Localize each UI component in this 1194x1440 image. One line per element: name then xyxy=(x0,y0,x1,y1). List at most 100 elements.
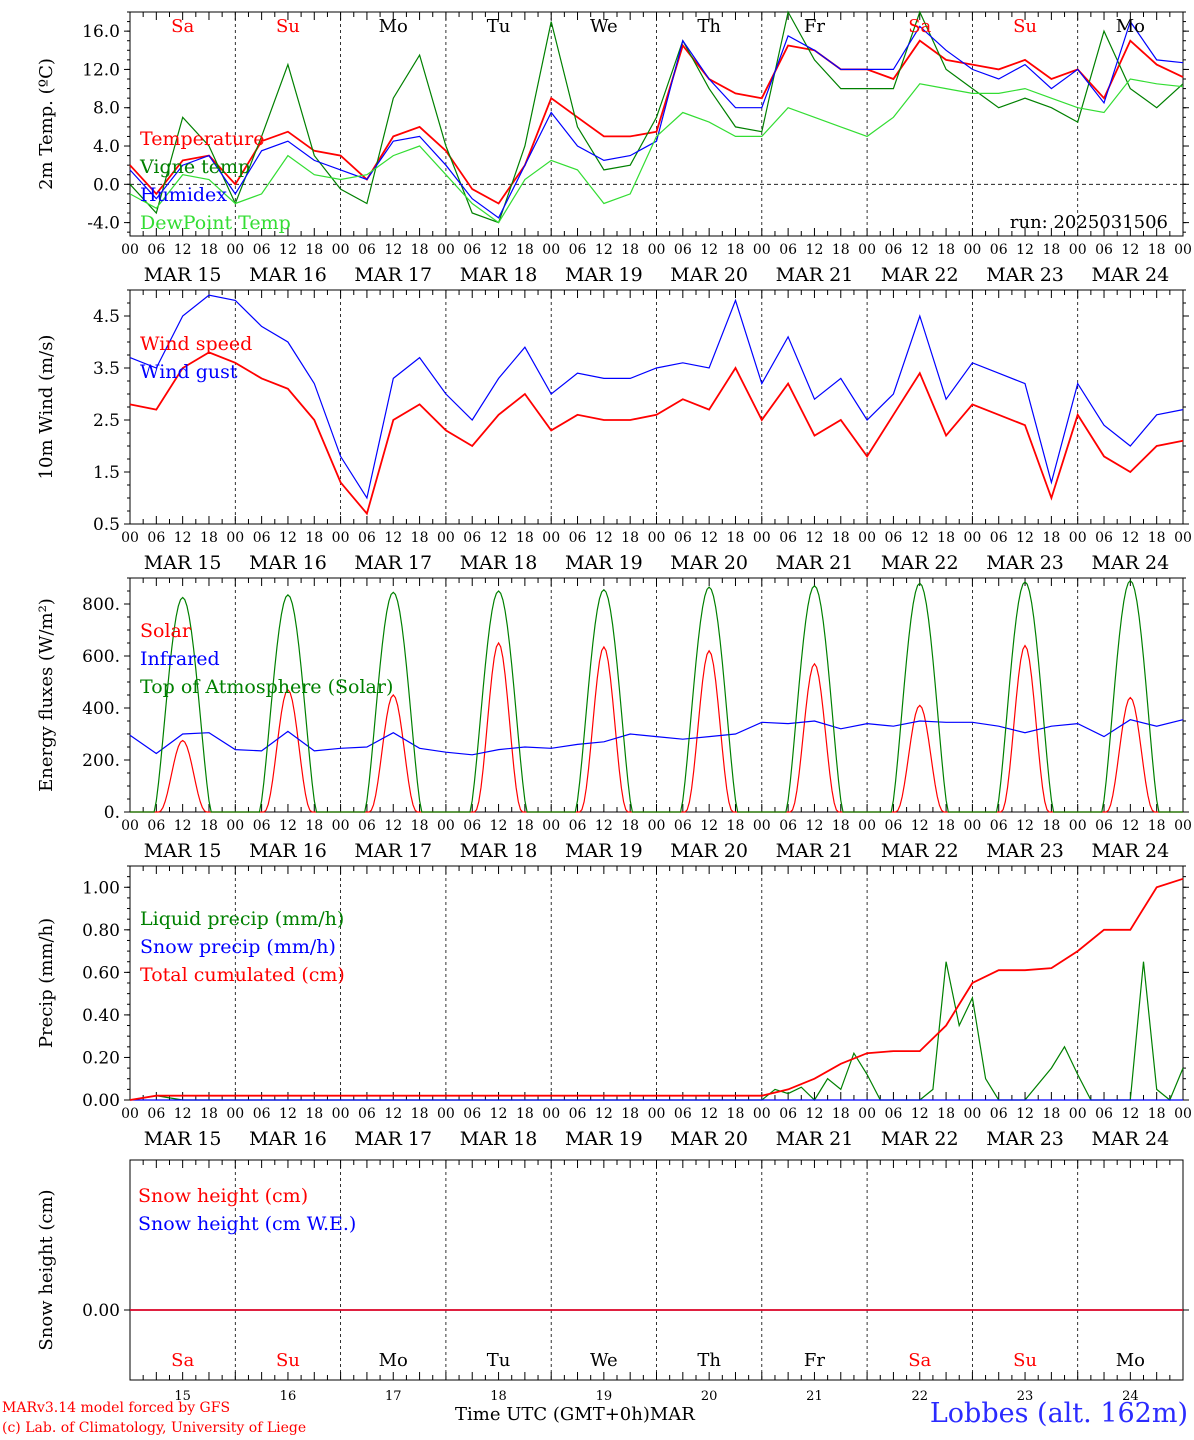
hour-tick-label: 18 xyxy=(305,1106,323,1122)
series-line-infrared xyxy=(129,719,1184,756)
date-label: MAR 19 xyxy=(565,552,643,574)
hour-tick-label: 00 xyxy=(332,818,350,834)
day-of-week-label: Fr xyxy=(804,16,825,37)
hour-tick-label: 12 xyxy=(1121,1106,1139,1122)
legend-entry: DewPoint Temp xyxy=(140,212,291,234)
hour-tick-label: 12 xyxy=(700,242,718,258)
hour-tick-label: 18 xyxy=(1148,530,1166,546)
series-line-temperature xyxy=(129,39,1184,205)
hour-tick-label: 00 xyxy=(332,1106,350,1122)
y-tick-label: -4.0 xyxy=(87,214,120,234)
y-axis-label: Precip (mm/h) xyxy=(36,918,57,1048)
date-label: MAR 20 xyxy=(670,1128,748,1150)
series-line-dewpoint-temp xyxy=(129,78,1184,224)
hour-tick-label: 18 xyxy=(832,818,850,834)
day-of-week-label: Su xyxy=(276,1350,300,1371)
hour-tick-label: 06 xyxy=(147,530,165,546)
date-label: MAR 22 xyxy=(881,840,959,862)
hour-tick-label: 18 xyxy=(200,242,218,258)
hour-tick-label: 06 xyxy=(779,1106,797,1122)
hour-tick-label: 06 xyxy=(569,242,587,258)
hour-tick-label: 00 xyxy=(648,818,666,834)
day-of-week-label: We xyxy=(590,1350,618,1371)
hour-tick-label: 00 xyxy=(121,530,139,546)
hour-tick-label: 00 xyxy=(1069,530,1087,546)
hour-tick-label: 06 xyxy=(463,530,481,546)
hour-tick-label: 00 xyxy=(753,530,771,546)
y-tick-label: 0.00 xyxy=(82,1091,120,1111)
panel-frame xyxy=(129,11,1184,237)
hour-tick-label: 18 xyxy=(727,818,745,834)
hour-tick-label: 06 xyxy=(990,1106,1008,1122)
hour-tick-label: 00 xyxy=(1174,1106,1192,1122)
date-label: MAR 17 xyxy=(354,552,432,574)
date-number-label: 16 xyxy=(280,1389,297,1404)
hour-tick-label: 00 xyxy=(648,530,666,546)
hour-tick-label: 06 xyxy=(358,818,376,834)
hour-tick-label: 12 xyxy=(700,818,718,834)
hour-tick-label: 18 xyxy=(305,818,323,834)
hour-tick-label: 00 xyxy=(648,242,666,258)
hour-tick-label: 06 xyxy=(253,242,271,258)
y-tick-label: 8.0 xyxy=(93,99,120,119)
date-label: MAR 23 xyxy=(986,552,1064,574)
day-of-week-label: Tu xyxy=(487,16,511,37)
day-of-week-label: Th xyxy=(697,1350,721,1371)
hour-tick-label: 18 xyxy=(937,1106,955,1122)
date-label: MAR 22 xyxy=(881,1128,959,1150)
date-label: MAR 19 xyxy=(565,840,643,862)
date-number-label: 23 xyxy=(1017,1389,1034,1404)
hour-tick-label: 00 xyxy=(1174,530,1192,546)
hour-tick-label: 12 xyxy=(806,530,824,546)
hour-tick-label: 12 xyxy=(490,242,508,258)
hour-tick-label: 12 xyxy=(174,242,192,258)
legend-entry: Wind speed xyxy=(140,333,252,355)
hour-tick-label: 06 xyxy=(885,818,903,834)
date-label: MAR 18 xyxy=(460,840,538,862)
hour-tick-label: 18 xyxy=(621,530,639,546)
y-tick-label: 0. xyxy=(104,803,120,823)
hour-tick-label: 18 xyxy=(937,818,955,834)
hour-tick-label: 06 xyxy=(358,242,376,258)
hour-tick-label: 12 xyxy=(490,530,508,546)
run-annotation: run: 2025031506 xyxy=(1010,212,1168,233)
hour-tick-label: 12 xyxy=(384,818,402,834)
hour-tick-label: 06 xyxy=(674,818,692,834)
hour-tick-label: 12 xyxy=(806,242,824,258)
date-label: MAR 24 xyxy=(1091,1128,1169,1150)
hour-tick-label: 06 xyxy=(990,818,1008,834)
y-tick-label: 200. xyxy=(82,751,120,771)
hour-tick-label: 18 xyxy=(516,818,534,834)
date-label: MAR 21 xyxy=(776,264,854,286)
y-tick-label: 0.60 xyxy=(82,963,120,983)
hour-tick-label: 00 xyxy=(1069,818,1087,834)
hour-tick-label: 06 xyxy=(569,818,587,834)
date-label: MAR 21 xyxy=(776,840,854,862)
hour-tick-label: 12 xyxy=(595,242,613,258)
hour-tick-label: 12 xyxy=(595,530,613,546)
hour-tick-label: 00 xyxy=(437,242,455,258)
day-of-week-label: Sa xyxy=(171,1350,194,1371)
panel-1 xyxy=(124,10,1189,237)
hour-tick-label: 00 xyxy=(1069,1106,1087,1122)
hour-tick-label: 18 xyxy=(516,242,534,258)
date-label: MAR 20 xyxy=(670,264,748,286)
date-label: MAR 21 xyxy=(776,1128,854,1150)
date-number-label: 19 xyxy=(596,1389,613,1404)
hour-tick-label: 00 xyxy=(858,242,876,258)
hour-tick-label: 18 xyxy=(411,530,429,546)
hour-tick-label: 18 xyxy=(305,242,323,258)
day-of-week-label: Sa xyxy=(908,16,931,37)
hour-tick-label: 06 xyxy=(990,530,1008,546)
date-label: MAR 15 xyxy=(144,840,222,862)
date-label: MAR 18 xyxy=(460,552,538,574)
series-line-wind-speed xyxy=(129,351,1184,516)
hour-tick-label: 18 xyxy=(1042,1106,1060,1122)
hour-tick-label: 06 xyxy=(147,242,165,258)
hour-tick-label: 06 xyxy=(1095,530,1113,546)
day-of-week-label: Mo xyxy=(379,1350,408,1371)
hour-tick-label: 00 xyxy=(858,818,876,834)
date-label: MAR 17 xyxy=(354,840,432,862)
legend-entry: Snow height (cm) xyxy=(138,1185,308,1207)
